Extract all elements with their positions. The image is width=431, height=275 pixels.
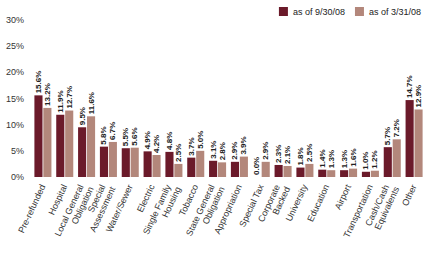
svg-text:Local General: Local General xyxy=(52,180,87,238)
svg-text:Housing: Housing xyxy=(160,185,183,220)
svg-text:7.2%: 7.2% xyxy=(392,119,401,137)
svg-text:6.7%: 6.7% xyxy=(108,122,117,140)
svg-text:2.5%: 2.5% xyxy=(174,144,183,162)
svg-text:15.6%: 15.6% xyxy=(34,71,43,94)
svg-text:4.2%: 4.2% xyxy=(152,135,161,153)
svg-text:Appropriation: Appropriation xyxy=(212,183,244,236)
svg-text:4.9%: 4.9% xyxy=(143,131,152,149)
svg-text:1.3%: 1.3% xyxy=(327,150,336,168)
svg-text:20%: 20% xyxy=(6,67,24,77)
svg-text:1.6%: 1.6% xyxy=(349,148,358,166)
svg-text:3.9%: 3.9% xyxy=(239,136,248,154)
svg-text:Pre-refunded: Pre-refunded xyxy=(16,183,47,235)
svg-text:13.2%: 13.2% xyxy=(43,83,52,106)
svg-text:Transportation: Transportation xyxy=(341,182,375,240)
svg-text:30%: 30% xyxy=(6,15,24,25)
svg-text:1.4%: 1.4% xyxy=(318,149,327,167)
svg-text:3.7%: 3.7% xyxy=(187,137,196,155)
svg-text:25%: 25% xyxy=(6,41,24,51)
svg-text:11.6%: 11.6% xyxy=(87,92,96,114)
svg-text:Tobacco: Tobacco xyxy=(177,182,201,218)
svg-text:State General: State General xyxy=(184,180,218,238)
svg-text:Cash/Cash: Cash/Cash xyxy=(363,180,393,228)
svg-text:0.0%: 0.0% xyxy=(252,157,261,175)
svg-text:5.7%: 5.7% xyxy=(383,127,392,145)
svg-text:Single Family: Single Family xyxy=(141,180,174,237)
svg-text:12.9%: 12.9% xyxy=(414,85,423,108)
svg-text:5.0%: 5.0% xyxy=(196,131,205,149)
svg-text:5%: 5% xyxy=(11,146,24,156)
svg-text:5.6%: 5.6% xyxy=(130,127,139,145)
svg-text:Electric: Electric xyxy=(135,182,157,214)
svg-text:1.0%: 1.0% xyxy=(361,152,370,170)
svg-text:2.3%: 2.3% xyxy=(274,145,283,163)
svg-text:University: University xyxy=(283,182,310,223)
svg-text:Airport: Airport xyxy=(333,182,353,211)
svg-text:15%: 15% xyxy=(6,94,24,104)
svg-text:1.2%: 1.2% xyxy=(370,150,379,168)
svg-text:2.1%: 2.1% xyxy=(283,146,292,164)
svg-text:Obligation: Obligation xyxy=(200,185,227,226)
svg-text:12.7%: 12.7% xyxy=(65,86,74,109)
svg-text:as of 9/30/08: as of 9/30/08 xyxy=(293,7,345,17)
svg-text:Assessment: Assessment xyxy=(87,185,118,234)
svg-text:2.9%: 2.9% xyxy=(261,142,270,160)
svg-text:2.9%: 2.9% xyxy=(230,142,239,160)
svg-text:Other: Other xyxy=(400,183,419,208)
svg-text:Obligation: Obligation xyxy=(69,185,96,226)
svg-text:1.8%: 1.8% xyxy=(296,147,305,165)
svg-text:Equivalents: Equivalents xyxy=(373,185,402,232)
svg-text:5.5%: 5.5% xyxy=(121,128,130,146)
svg-text:1.3%: 1.3% xyxy=(340,150,349,168)
svg-text:5.8%: 5.8% xyxy=(99,126,108,144)
svg-text:2.5%: 2.5% xyxy=(305,144,314,162)
svg-text:3.1%: 3.1% xyxy=(209,141,218,159)
svg-text:Special: Special xyxy=(85,180,109,214)
svg-text:Corporate: Corporate xyxy=(256,180,284,224)
svg-text:Special Tax: Special Tax xyxy=(237,182,266,229)
svg-text:9.5%: 9.5% xyxy=(78,107,87,125)
svg-text:as of 3/31/08: as of 3/31/08 xyxy=(369,7,421,17)
svg-text:10%: 10% xyxy=(6,120,24,130)
svg-text:4.8%: 4.8% xyxy=(165,132,174,150)
svg-text:2.8%: 2.8% xyxy=(218,142,227,160)
svg-text:Hospital: Hospital xyxy=(46,182,70,217)
svg-text:Backed: Backed xyxy=(270,185,293,217)
svg-text:Water/Sewer: Water/Sewer xyxy=(104,183,135,234)
svg-text:11.9%: 11.9% xyxy=(56,90,65,112)
svg-text:0%: 0% xyxy=(11,172,24,182)
svg-text:14.7%: 14.7% xyxy=(405,75,414,98)
svg-text:Education: Education xyxy=(305,183,331,223)
